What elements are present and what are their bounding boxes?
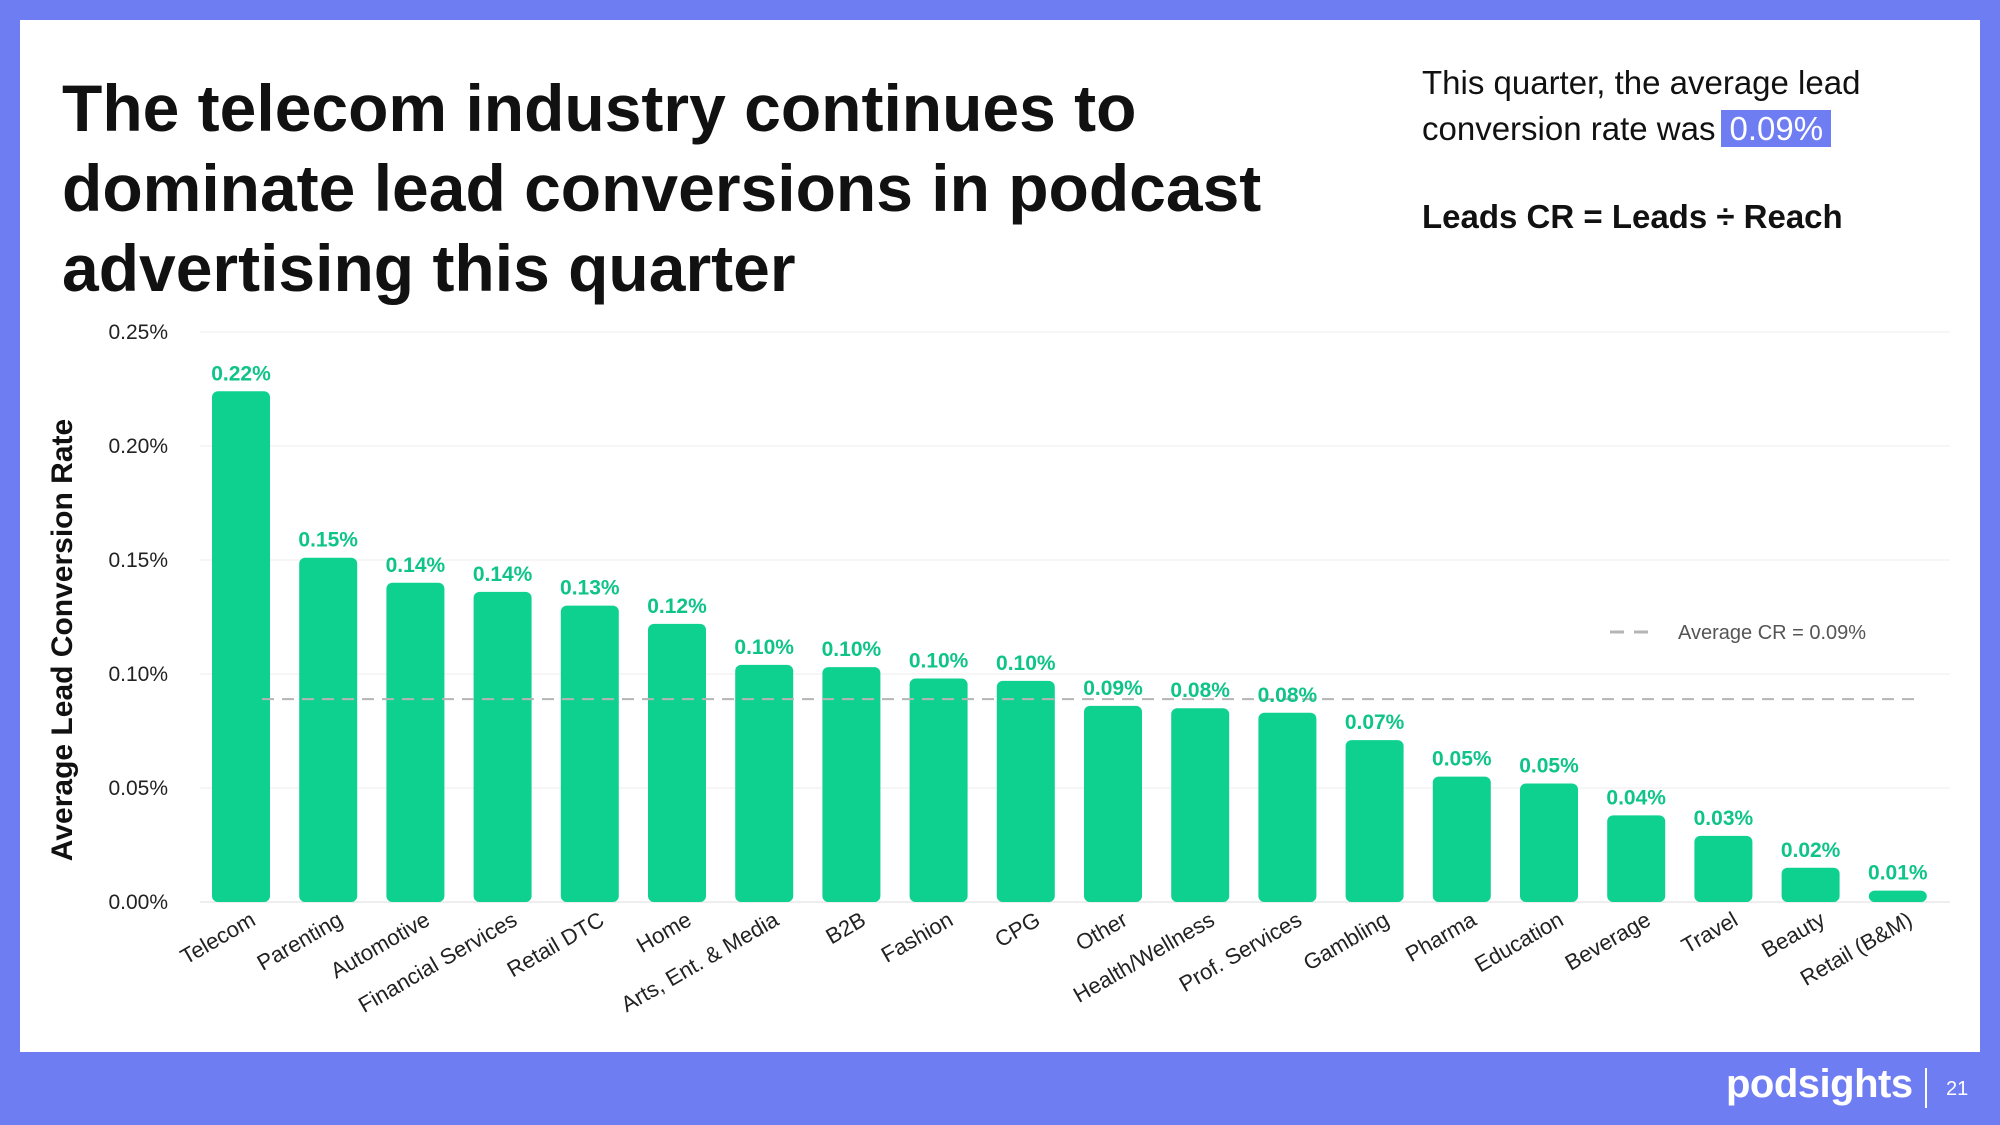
slide-headline: The telecom industry continues to domina… bbox=[62, 71, 1262, 305]
data-label: 0.04% bbox=[1606, 786, 1666, 809]
bar bbox=[909, 678, 968, 902]
x-tick-label: Education bbox=[1470, 907, 1567, 978]
x-tick-label: Telecom bbox=[176, 907, 259, 970]
y-axis: 0.00% 0.05% 0.10% 0.15% 0.20% 0.25% bbox=[108, 321, 168, 914]
y-axis-title: Average Lead Conversion Rate bbox=[46, 419, 79, 861]
slide-panel: The telecom industry continues to domina… bbox=[20, 20, 1980, 1052]
average-value-highlight: 0.09% bbox=[1721, 110, 1832, 147]
data-label: 0.07% bbox=[1345, 711, 1405, 734]
bar bbox=[299, 557, 358, 902]
average-note: This quarter, the average lead conversio… bbox=[1422, 60, 1942, 152]
x-tick-label: B2B bbox=[821, 907, 870, 949]
data-label: 0.14% bbox=[386, 554, 446, 577]
x-tick-label: Home bbox=[632, 907, 695, 958]
average-note-text: This quarter, the average lead conversio… bbox=[1422, 64, 1861, 147]
x-tick-label: Retail DTC bbox=[503, 907, 609, 982]
bar bbox=[212, 391, 270, 902]
y-tick-label: 0.15% bbox=[108, 549, 168, 572]
bar bbox=[1607, 815, 1666, 902]
average-legend-label: Average CR = 0.09% bbox=[1678, 622, 1866, 644]
data-label: 0.05% bbox=[1519, 754, 1579, 777]
formula-text: Leads CR = Leads ÷ Reach bbox=[1422, 198, 1843, 235]
grid-lines bbox=[200, 331, 1950, 903]
bars bbox=[212, 391, 1927, 902]
bar bbox=[1520, 783, 1578, 902]
x-tick-label: Fashion bbox=[877, 907, 957, 968]
bar bbox=[1694, 835, 1753, 902]
data-label: 0.09% bbox=[1083, 677, 1143, 700]
page-number: 21 bbox=[1946, 1078, 1969, 1100]
data-label: 0.03% bbox=[1694, 807, 1754, 830]
bar bbox=[996, 680, 1055, 902]
y-tick-label: 0.00% bbox=[108, 891, 168, 914]
data-label: 0.15% bbox=[298, 529, 358, 552]
bar-chart: 0.00% 0.05% 0.10% 0.15% 0.20% 0.25% Average L… bbox=[46, 321, 1950, 1018]
data-label: 0.10% bbox=[909, 650, 969, 673]
bar bbox=[1171, 708, 1230, 902]
x-tick-label: Pharma bbox=[1401, 906, 1481, 967]
x-tick-label: CPG bbox=[991, 907, 1045, 952]
data-labels: 0.22% 0.15% 0.14% 0.14% 0.13% 0.12% 0.10% 0.10%… bbox=[211, 362, 1928, 884]
average-legend: Average CR = 0.09% bbox=[1610, 622, 1866, 644]
bar bbox=[1084, 705, 1142, 902]
x-tick-label: Beauty bbox=[1757, 907, 1829, 963]
data-label: 0.14% bbox=[473, 563, 533, 586]
footer-divider bbox=[1925, 1068, 1927, 1108]
bar bbox=[1781, 867, 1840, 902]
data-label: 0.08% bbox=[1170, 679, 1230, 702]
y-tick-label: 0.25% bbox=[108, 321, 168, 344]
x-tick-label: Financial Services bbox=[354, 907, 521, 1018]
bar bbox=[473, 591, 532, 902]
y-tick-label: 0.05% bbox=[108, 777, 168, 800]
x-tick-label: Other bbox=[1071, 907, 1131, 956]
bar bbox=[560, 605, 619, 902]
data-label: 0.08% bbox=[1258, 684, 1318, 707]
data-label: 0.01% bbox=[1868, 862, 1928, 885]
x-tick-label: Gambling bbox=[1299, 907, 1393, 976]
x-tick-label: Travel bbox=[1677, 907, 1742, 959]
data-label: 0.10% bbox=[822, 638, 882, 661]
data-label: 0.10% bbox=[996, 652, 1056, 675]
podsights-logo: podsights bbox=[1726, 1062, 1913, 1106]
y-tick-label: 0.20% bbox=[108, 435, 168, 458]
data-label: 0.12% bbox=[647, 595, 707, 618]
bar bbox=[735, 664, 794, 902]
bar bbox=[1868, 890, 1927, 902]
bar bbox=[1432, 776, 1491, 902]
data-label: 0.22% bbox=[211, 362, 271, 385]
x-tick-label: Beverage bbox=[1561, 907, 1655, 976]
y-tick-label: 0.10% bbox=[108, 663, 168, 686]
bar bbox=[648, 623, 706, 902]
data-label: 0.02% bbox=[1781, 839, 1841, 862]
x-tick-label: Arts, Ent. & Media bbox=[617, 906, 784, 1017]
bar bbox=[1258, 712, 1317, 902]
data-label: 0.10% bbox=[734, 636, 794, 659]
data-label: 0.13% bbox=[560, 577, 620, 600]
bar bbox=[386, 582, 445, 902]
bar bbox=[822, 667, 881, 902]
bar bbox=[1345, 740, 1404, 902]
data-label: 0.05% bbox=[1432, 748, 1492, 771]
